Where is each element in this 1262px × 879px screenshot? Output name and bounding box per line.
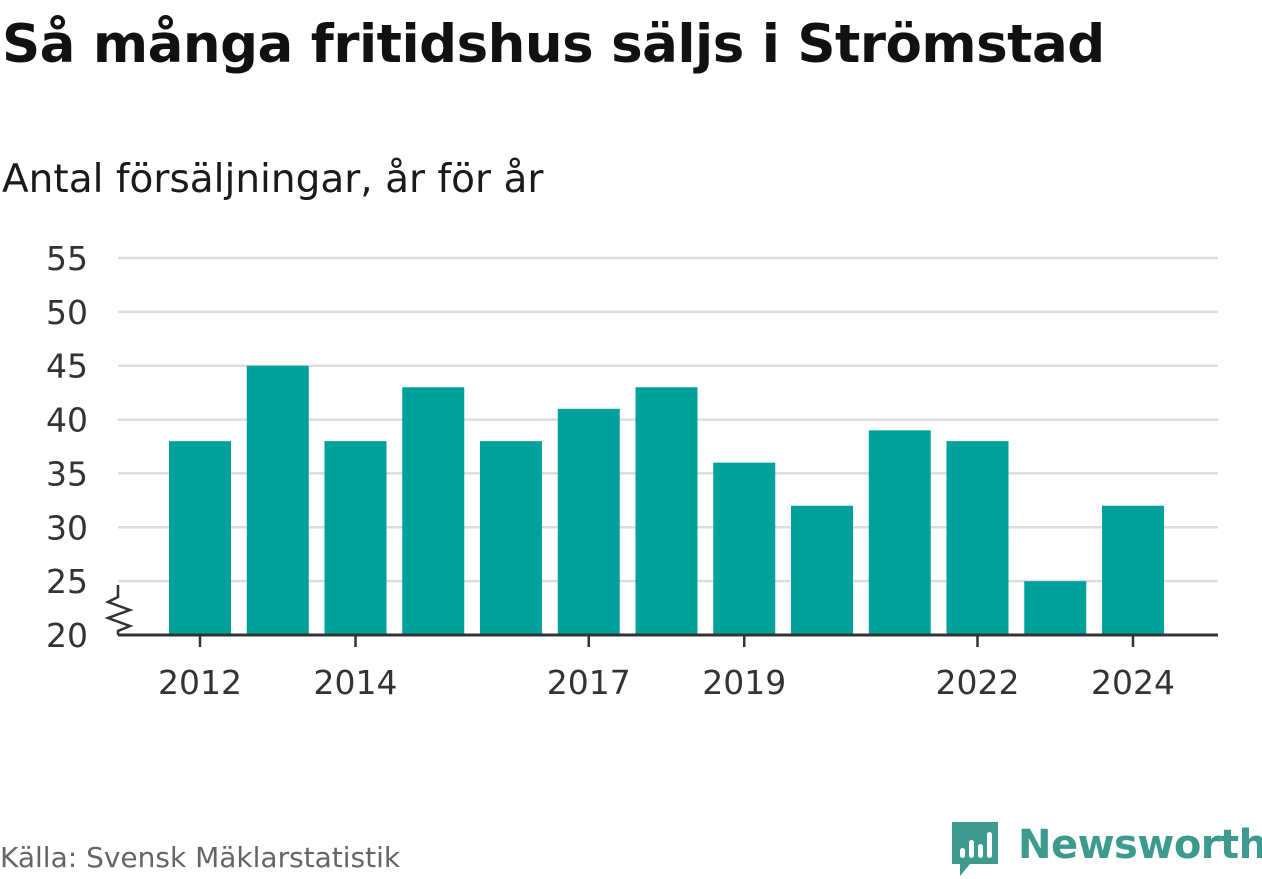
y-tick-label: 30 — [46, 508, 88, 547]
axis-break-icon — [104, 585, 134, 635]
y-tick-label: 25 — [46, 562, 88, 601]
y-tick-label: 50 — [46, 293, 88, 332]
y-tick-label: 35 — [46, 454, 88, 493]
newsworthy-logo-icon — [952, 822, 998, 876]
y-tick-labels: 20 25 30 35 40 45 50 55 — [46, 239, 88, 655]
bar-chart: 20 25 30 35 40 45 50 55 2012 2014 2017 2019 2022 202… — [46, 239, 1218, 702]
y-tick-label: 40 — [46, 401, 88, 440]
bar — [324, 441, 387, 635]
bar — [480, 441, 542, 635]
x-tick-label: 2012 — [158, 663, 242, 702]
bar — [635, 387, 698, 635]
chart-subtitle: Antal försäljningar, år för år — [2, 157, 544, 202]
chart-title: Så många fritidshus säljs i Strömstad — [2, 14, 1105, 75]
bar — [557, 408, 620, 635]
x-tick-labels: 2012 2014 2017 2019 2022 2024 — [158, 635, 1175, 702]
x-tick-label: 2024 — [1091, 663, 1175, 702]
x-axis — [104, 585, 1218, 637]
bar — [246, 365, 309, 635]
bar — [946, 441, 1009, 635]
y-tick-label: 20 — [46, 616, 88, 655]
bar — [169, 441, 231, 635]
y-tick-label: 55 — [46, 239, 88, 278]
bar — [713, 462, 776, 635]
x-tick-label: 2022 — [936, 663, 1020, 702]
newsworthy-logo: Newsworthy — [950, 818, 1262, 878]
bar — [791, 505, 853, 635]
bar — [1102, 505, 1164, 635]
y-tick-label: 45 — [46, 347, 88, 386]
bar — [402, 387, 465, 635]
newsworthy-wordmark: Newsworthy — [1018, 822, 1262, 868]
bar — [868, 430, 931, 635]
bars — [169, 365, 1164, 635]
x-tick-label: 2014 — [314, 663, 398, 702]
source-note: Källa: Svensk Mäklarstatistik — [0, 841, 401, 874]
x-tick-label: 2019 — [702, 663, 786, 702]
x-tick-label: 2017 — [547, 663, 631, 702]
bar — [1024, 581, 1087, 635]
